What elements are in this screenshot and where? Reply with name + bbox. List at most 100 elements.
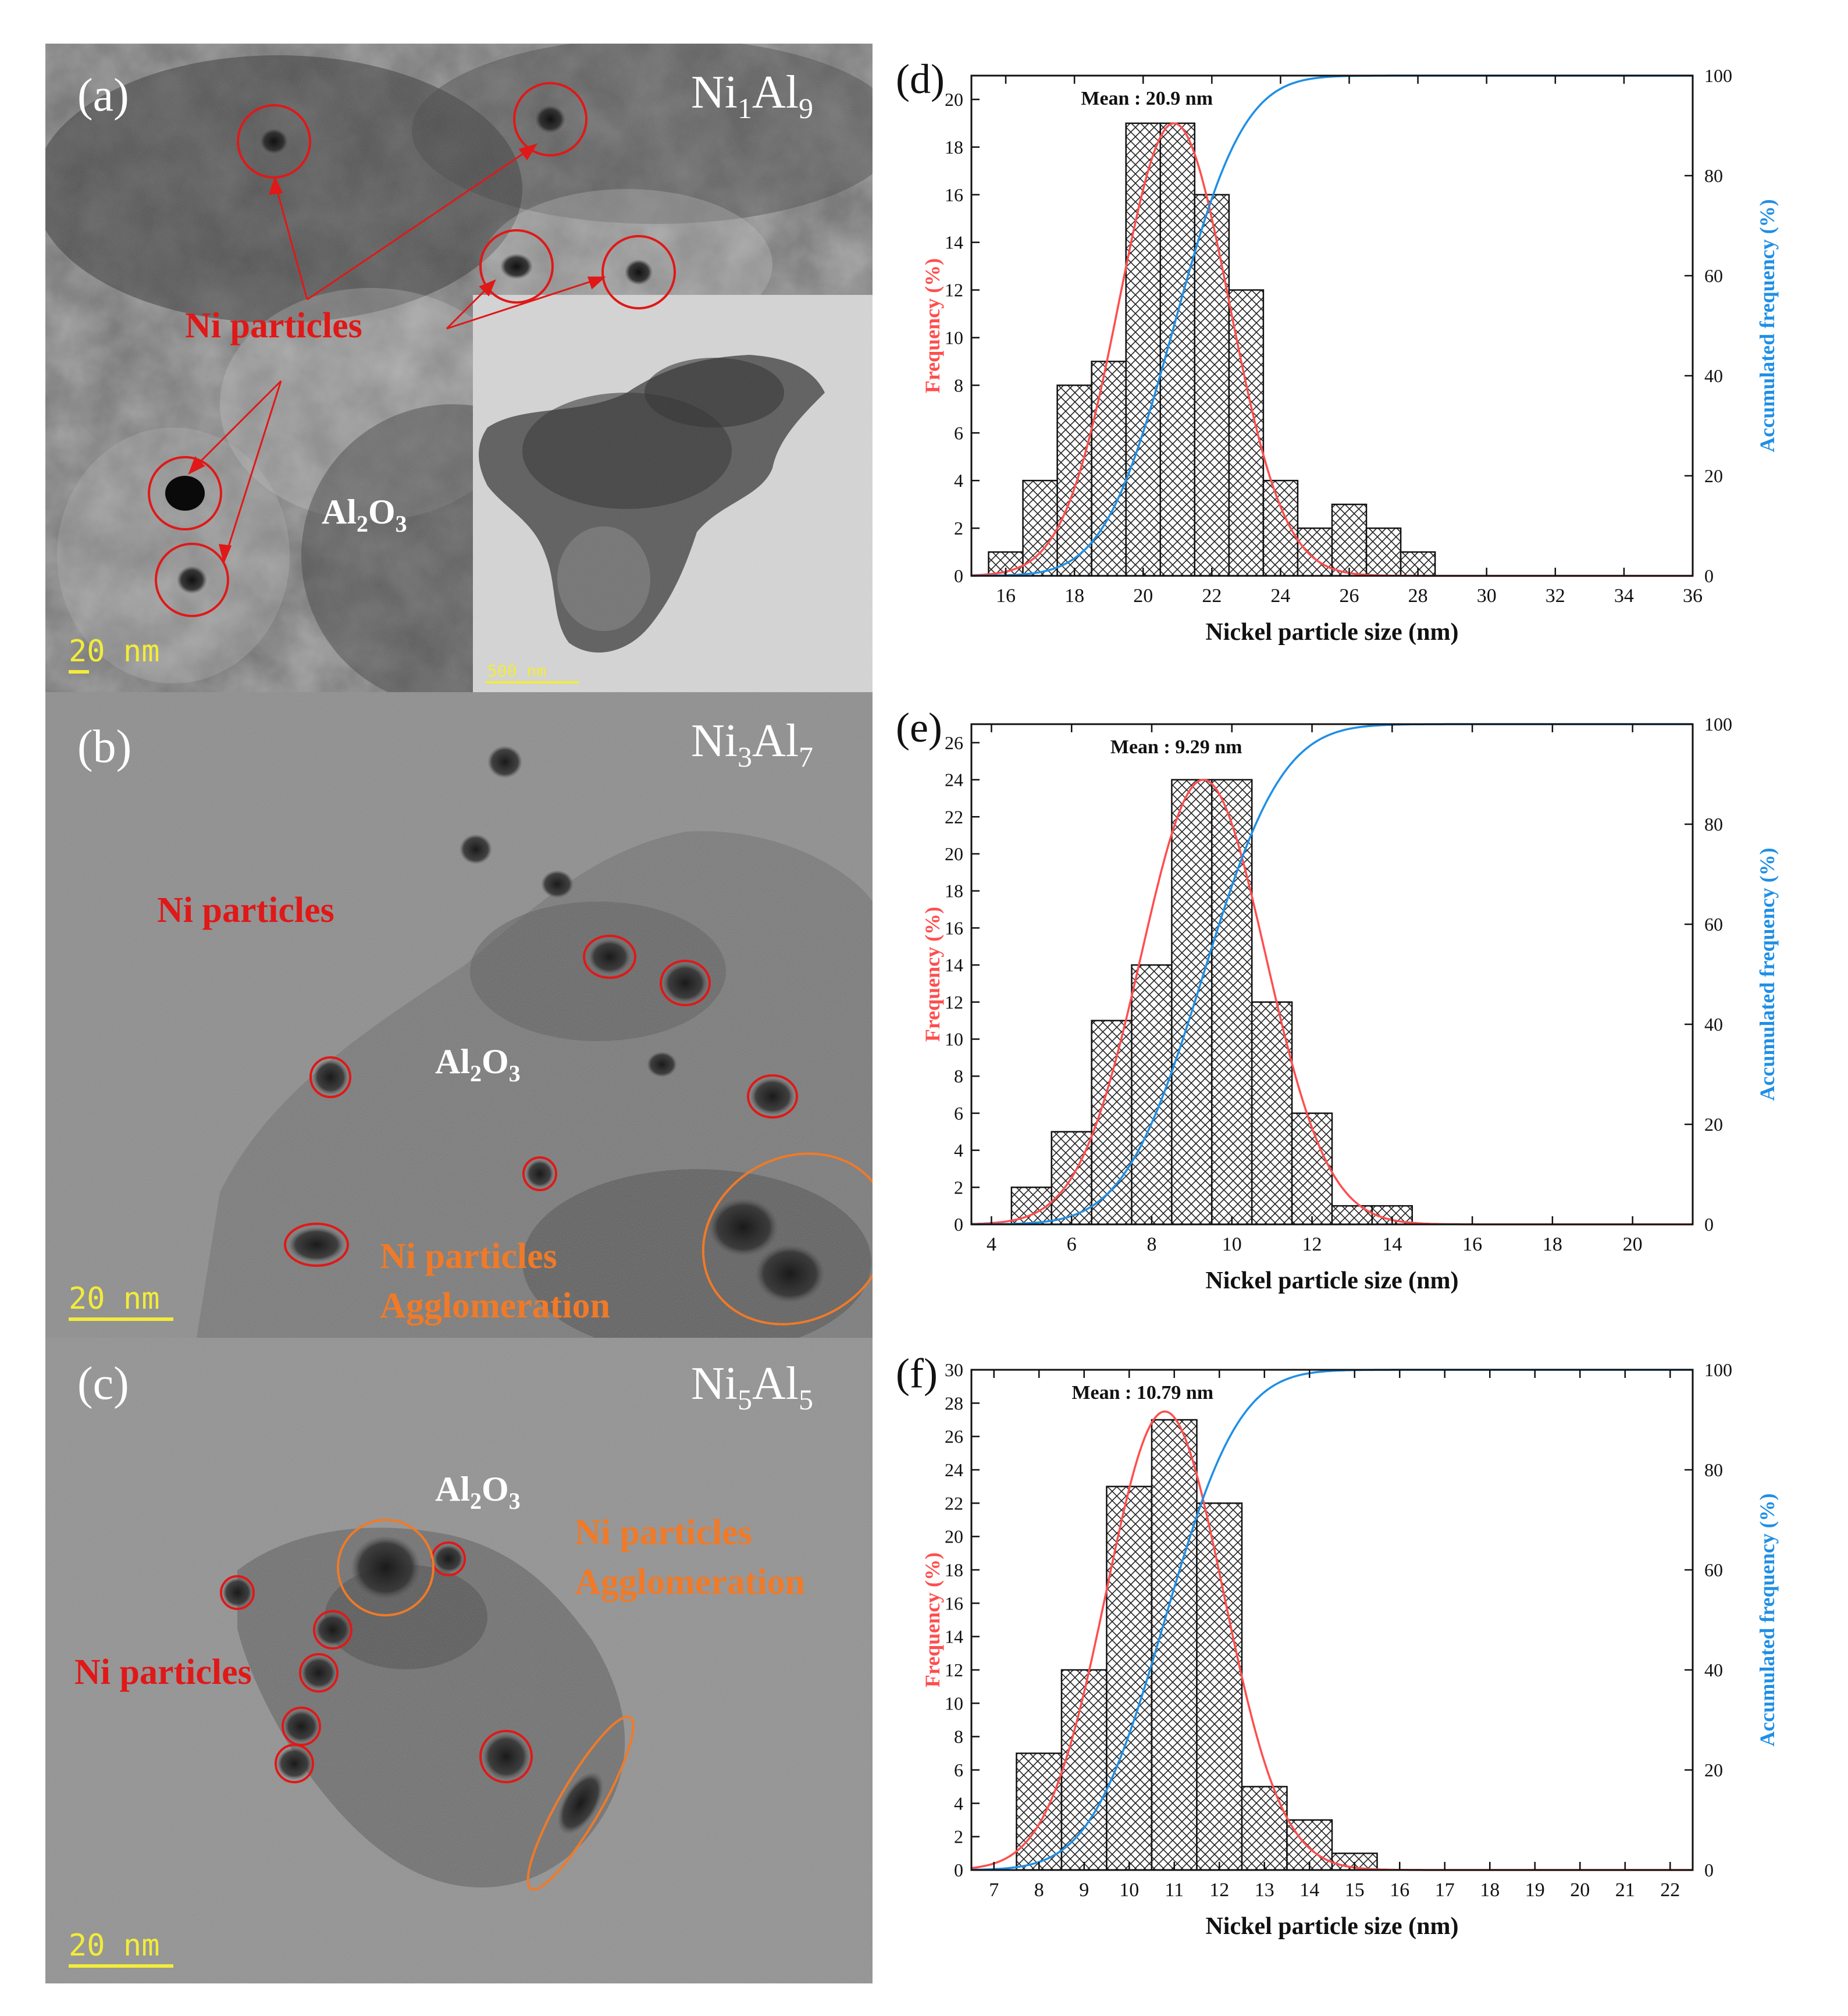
y-left-tick-label-f-22: 22	[945, 1493, 963, 1513]
y-left-tick-label-d-6: 6	[954, 422, 963, 443]
y-left-tick-label-f-8: 8	[954, 1726, 963, 1747]
x-tick-label-f-21: 21	[1615, 1879, 1635, 1901]
y-left-tick-label-e-20: 20	[945, 843, 963, 864]
annotation-agglomeration-c-line1: Ni particles	[575, 1513, 752, 1552]
mean-label-f: Mean : 10.79 nm	[1071, 1382, 1213, 1404]
x-tick-label-f-7: 7	[989, 1879, 999, 1901]
y-left-tick-label-d-14: 14	[945, 232, 963, 253]
x-axis-label-e: Nickel particle size (nm)	[1205, 1267, 1458, 1294]
y-right-tick-label-f-60: 60	[1704, 1559, 1723, 1580]
scale-bar-label-c: 20 nm	[69, 1928, 160, 1963]
plot-frame-d	[970, 74, 1694, 577]
x-tick-label-d-18: 18	[1064, 585, 1084, 607]
annotation-agglomeration-b-line2: Agglomeration	[380, 1286, 610, 1326]
bar-e-10	[1211, 779, 1253, 1226]
y-left-tick-label-e-4: 4	[954, 1140, 963, 1161]
bar-d-18	[1056, 384, 1092, 577]
y-left-tick-label-f-12: 12	[945, 1659, 963, 1680]
x-tick-label-e-20: 20	[1623, 1234, 1643, 1255]
y-left-tick-label-e-8: 8	[954, 1066, 963, 1087]
y-left-tick-label-f-28: 28	[945, 1392, 963, 1413]
x-axis-label-f: Nickel particle size (nm)	[1205, 1913, 1458, 1940]
y-right-tick-label-d-20: 20	[1704, 465, 1723, 486]
ni-particle-markers-b	[284, 935, 798, 1267]
x-tick-label-e-10: 10	[1222, 1234, 1242, 1255]
annotation-ni-particles-a: Ni particles	[185, 306, 362, 346]
x-tick-label-f-8: 8	[1034, 1879, 1044, 1901]
x-tick-label-f-18: 18	[1480, 1879, 1500, 1901]
x-tick-label-e-16: 16	[1462, 1234, 1482, 1255]
y-right-tick-label-f-0: 0	[1704, 1860, 1714, 1880]
bar-f-14	[1286, 1819, 1333, 1871]
y-right-tick-label-e-40: 40	[1704, 1014, 1723, 1035]
x-tick-label-f-16: 16	[1390, 1879, 1409, 1901]
bar-d-19	[1091, 361, 1127, 577]
panel-label-f: (f)	[896, 1350, 938, 1397]
x-tick-label-f-15: 15	[1345, 1879, 1365, 1901]
bar-d-26	[1331, 503, 1368, 577]
bar-e-6	[1051, 1131, 1092, 1226]
histogram-d: 16 18 20 22 24 26 28 30 32 34 36 0 2 4 6 8 10 12 14 16 18 20 0…	[884, 44, 1838, 689]
x-tick-label-f-9: 9	[1079, 1879, 1089, 1901]
bar-f-8	[1016, 1753, 1063, 1871]
bar-f-10	[1106, 1486, 1153, 1871]
x-tick-label-f-17: 17	[1435, 1879, 1455, 1901]
y-left-tick-label-e-10: 10	[945, 1028, 963, 1049]
x-tick-label-f-14: 14	[1299, 1879, 1319, 1901]
y-left-tick-label-f-20: 20	[945, 1526, 963, 1547]
y-left-tick-label-d-16: 16	[945, 184, 963, 205]
annotation-agglomeration-c-line2: Agglomeration	[575, 1562, 805, 1602]
x-axis-label-d: Nickel particle size (nm)	[1205, 619, 1458, 646]
y-left-tick-label-f-2: 2	[954, 1826, 963, 1847]
bar-d-24	[1262, 479, 1299, 577]
x-tick-label-d-34: 34	[1614, 585, 1634, 607]
histogram-chart-d: 16 18 20 22 24 26 28 30 32 34 36024681012141618200…	[896, 56, 1779, 646]
y-right-tick-label-e-0: 0	[1704, 1214, 1714, 1235]
y-left-tick-label-f-18: 18	[945, 1559, 963, 1580]
y-right-tick-label-f-40: 40	[1704, 1659, 1723, 1680]
bar-d-25	[1297, 527, 1333, 577]
x-tick-label-d-22: 22	[1202, 585, 1222, 607]
y-left-tick-label-f-30: 30	[945, 1359, 963, 1380]
y-right-tick-label-d-100: 100	[1704, 65, 1732, 86]
y-right-tick-label-d-0: 0	[1704, 565, 1714, 586]
bar-d-27	[1365, 527, 1402, 577]
y-left-tick-label-d-2: 2	[954, 518, 963, 539]
annotation-ni-particles-c: Ni particles	[74, 1652, 252, 1692]
y-right-tick-label-f-100: 100	[1704, 1359, 1732, 1380]
x-tick-label-d-16: 16	[996, 585, 1016, 607]
panel-label-d: (d)	[896, 56, 945, 102]
y-left-tick-label-f-24: 24	[945, 1459, 963, 1480]
bar-d-22	[1194, 194, 1230, 577]
sample-name-c: Ni5Al5	[691, 1358, 813, 1416]
bar-e-9	[1171, 779, 1213, 1226]
agglomeration-markers-c	[337, 1519, 635, 1891]
y-right-tick-label-e-20: 20	[1704, 1114, 1723, 1135]
bar-f-12	[1196, 1502, 1243, 1871]
annotation-agglomeration-b-line1: Ni particles	[380, 1237, 557, 1276]
bar-e-13	[1331, 1205, 1373, 1226]
x-tick-label-f-20: 20	[1570, 1879, 1590, 1901]
panel-label-a: (a)	[77, 70, 129, 121]
x-tick-label-f-10: 10	[1119, 1879, 1139, 1901]
bar-d-21	[1159, 122, 1196, 577]
annotation-al2o3-a: Al2O3	[322, 493, 407, 537]
y-left-tick-label-f-10: 10	[945, 1693, 963, 1714]
y-right-tick-label-d-80: 80	[1704, 165, 1723, 186]
y-left-tick-label-f-4: 4	[954, 1793, 963, 1814]
y-right-tick-label-f-20: 20	[1704, 1759, 1723, 1780]
tem-image-b: (b) Ni3Al7 Ni particles Al2O3 Ni particl…	[45, 692, 873, 1338]
annotation-al2o3-c: Al2O3	[435, 1470, 521, 1514]
agglomeration-marker-b	[702, 1152, 873, 1326]
y-left-tick-label-e-22: 22	[945, 806, 963, 827]
histogram-e: 4 6 8 10 12 14 16 18 20 0 2 4 6 8 10 12 14 16 18 20 22 24 26 0 2…	[884, 692, 1838, 1338]
y-right-axis-label-f: Accumulated frequency (%)	[1756, 1493, 1779, 1746]
x-tick-label-f-19: 19	[1525, 1879, 1545, 1901]
y-left-tick-label-e-14: 14	[945, 954, 963, 975]
x-tick-label-f-13: 13	[1255, 1879, 1274, 1901]
histogram-chart-f: 7 8 9 10 11 12 13 14 15 16 17 18 19 20 21 2202468101214…	[896, 1350, 1779, 1940]
annotation-ni-particles-b: Ni particles	[157, 891, 334, 930]
y-left-tick-label-d-10: 10	[945, 327, 963, 348]
y-left-tick-label-e-24: 24	[945, 770, 963, 790]
panel-label-b: (b)	[77, 721, 131, 772]
